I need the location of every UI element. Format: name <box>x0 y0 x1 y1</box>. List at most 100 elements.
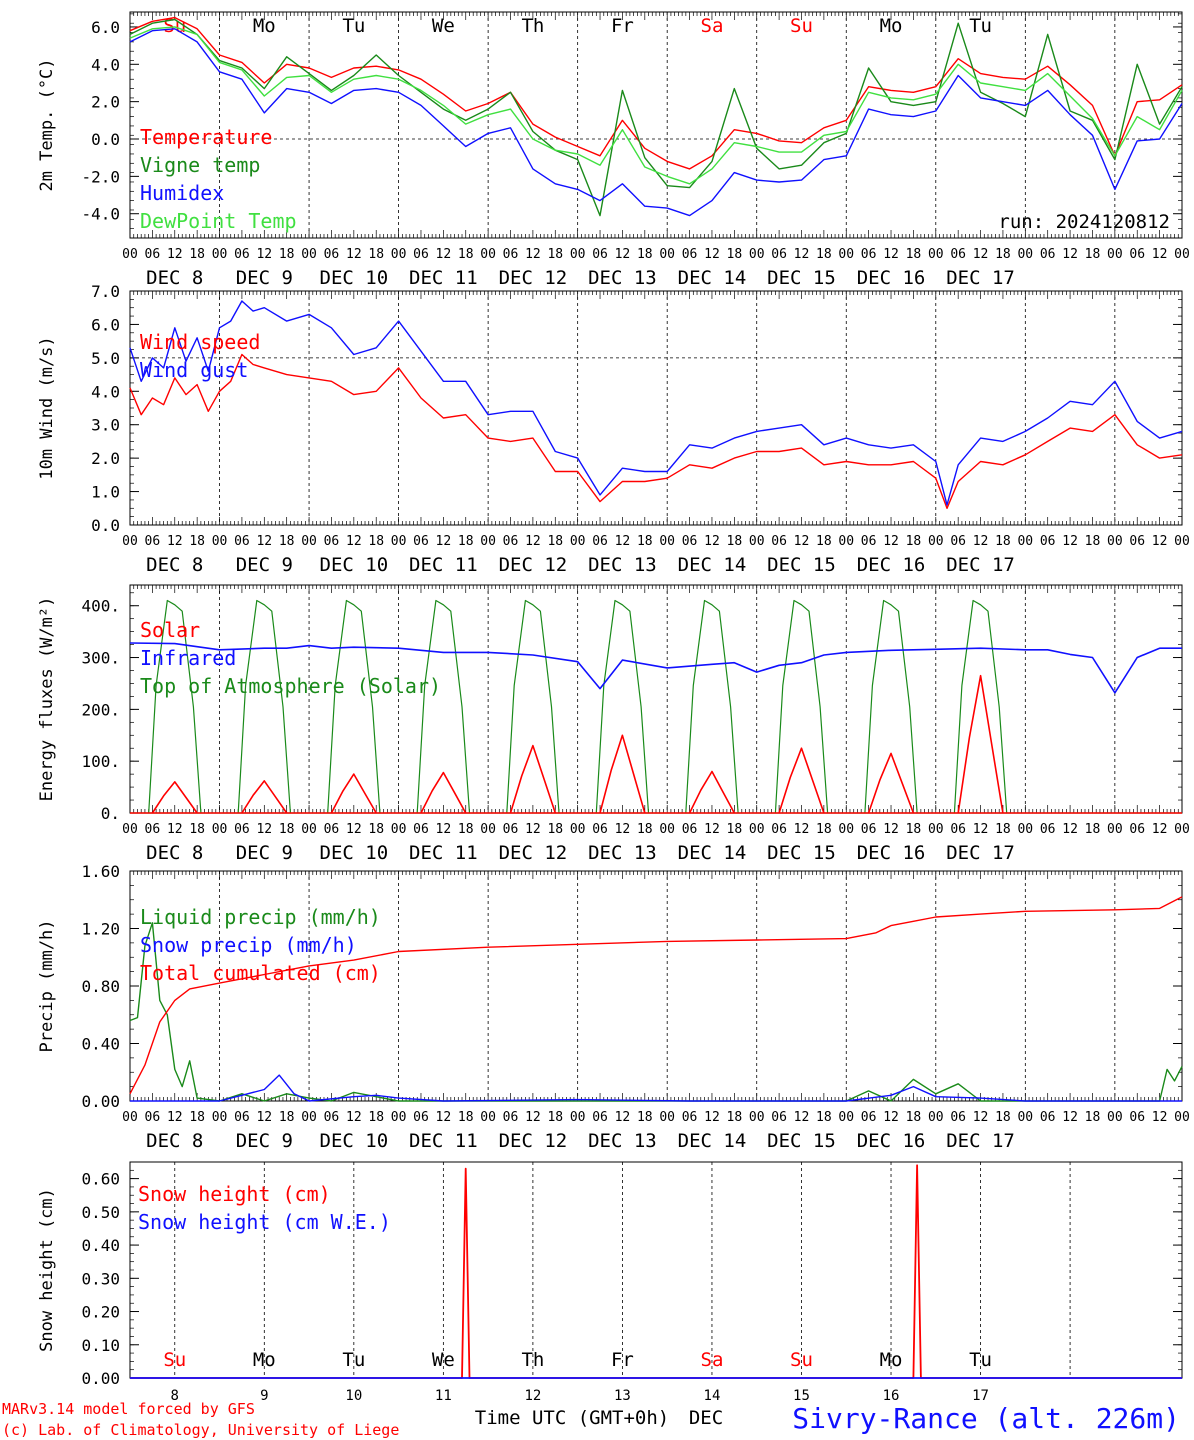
hour-label: 06 <box>145 1110 161 1125</box>
hour-label: 00 <box>212 534 228 549</box>
hour-label: 12 <box>436 534 452 549</box>
hour-label: 18 <box>906 534 922 549</box>
toa-solar-day <box>685 599 739 814</box>
hour-label: 00 <box>122 1110 138 1125</box>
panel-precip: 0.00 0.40 0.80 1.20 1.60 Precip (mm/h) 00 06 12 1… <box>37 862 1190 1152</box>
hour-label: 06 <box>861 534 877 549</box>
hour-label: 18 <box>458 247 474 262</box>
hour-label: 12 <box>256 822 272 837</box>
solar-day <box>688 770 736 814</box>
date-label: DEC 12 <box>499 842 568 864</box>
hour-label: 00 <box>570 1110 586 1125</box>
y-tick-label: 200. <box>81 700 120 719</box>
date-label: DEC 14 <box>678 267 747 289</box>
hour-label: 00 <box>1174 534 1190 549</box>
hour-label: 18 <box>458 534 474 549</box>
date-label: DEC 9 <box>236 267 293 289</box>
y-tick-label: 300. <box>81 649 120 668</box>
hour-label: 00 <box>749 1110 765 1125</box>
hour-label: 00 <box>1107 247 1123 262</box>
date-label: DEC 15 <box>767 267 836 289</box>
hour-label: 06 <box>771 534 787 549</box>
hour-label: 18 <box>816 822 832 837</box>
hour-label: 12 <box>346 1110 362 1125</box>
hour-label: 18 <box>637 247 653 262</box>
hour-label: 12 <box>167 247 183 262</box>
hour-label: 18 <box>547 534 563 549</box>
hour-label: 06 <box>950 822 966 837</box>
hour-label: 06 <box>682 534 698 549</box>
hour-label: 00 <box>122 247 138 262</box>
y-tick-label: 1.20 <box>81 920 120 939</box>
hour-label: 00 <box>301 1110 317 1125</box>
panel-snow: 0.00 0.10 0.20 0.30 0.40 0.50 0.60 Snow height … <box>37 1161 1183 1404</box>
weekday-label: Mo <box>253 1349 276 1371</box>
hour-label: 06 <box>1040 822 1056 837</box>
hour-label: 06 <box>234 534 250 549</box>
date-label: DEC 17 <box>946 267 1015 289</box>
hour-label: 18 <box>1085 1110 1101 1125</box>
hour-label: 00 <box>838 1110 854 1125</box>
panel-wind: 0.0 1.0 2.0 3.0 4.0 5.0 6.0 7.0 10m Wind (m/s) 00… <box>37 282 1190 576</box>
date-label: DEC 10 <box>320 554 389 576</box>
toa-solar-day <box>595 599 650 814</box>
hour-label: 12 <box>525 534 541 549</box>
day-number: 14 <box>704 1388 721 1404</box>
series-vigne-temp-line <box>129 18 1183 217</box>
y-tick-label: 0.40 <box>81 1035 120 1054</box>
hour-label: 00 <box>838 247 854 262</box>
weekday-label: Mo <box>880 1349 903 1371</box>
y-tick-label: 5.0 <box>91 349 120 368</box>
hour-label: 12 <box>436 822 452 837</box>
date-label: DEC 14 <box>678 1130 747 1152</box>
date-label: DEC 12 <box>499 267 568 289</box>
date-label: DEC 12 <box>499 1130 568 1152</box>
solar-day <box>957 674 1004 814</box>
legend-entry: Snow height (cm) <box>138 1182 331 1206</box>
date-label: DEC 8 <box>146 267 203 289</box>
legend-entry: Snow height (cm W.E.) <box>138 1210 391 1234</box>
station-name: Sivry-Rance (alt. 226m) <box>792 1402 1180 1435</box>
weekday-label: Sa <box>701 15 724 37</box>
hour-label: 12 <box>256 247 272 262</box>
date-label: DEC 10 <box>320 267 389 289</box>
solar-day <box>599 734 646 814</box>
hour-label: 18 <box>906 822 922 837</box>
y-tick-label: 2.0 <box>91 93 120 112</box>
y-tick-label: 0.30 <box>81 1269 120 1288</box>
weekday-label: Tu <box>969 15 992 37</box>
y-tick-label: 0.80 <box>81 977 120 996</box>
date-label: DEC 10 <box>320 1130 389 1152</box>
weekday-label: Tu <box>342 15 365 37</box>
series-dewpoint-temp-line <box>129 26 1183 185</box>
hour-label: 00 <box>928 534 944 549</box>
hour-label: 12 <box>794 534 810 549</box>
date-label: DEC 12 <box>499 554 568 576</box>
hour-label: 18 <box>279 247 295 262</box>
date-label: DEC 11 <box>409 1130 478 1152</box>
hour-label: 06 <box>1040 247 1056 262</box>
hour-label: 06 <box>1040 1110 1056 1125</box>
hour-label: 18 <box>368 534 384 549</box>
y-tick-label: 0.0 <box>91 516 120 535</box>
date-label: DEC 13 <box>588 267 657 289</box>
hour-label: 00 <box>301 822 317 837</box>
hour-label: 06 <box>592 247 608 262</box>
hour-label: 00 <box>301 247 317 262</box>
series-snow-precip-mm-h--line <box>130 1074 1182 1102</box>
hour-label: 06 <box>503 822 519 837</box>
hour-label: 06 <box>682 247 698 262</box>
model-credit: MARv3.14 model forced by GFS <box>2 1400 255 1418</box>
hour-label: 12 <box>973 247 989 262</box>
day-number: 17 <box>972 1388 989 1404</box>
legend-entry: Wind gust <box>140 358 248 382</box>
legend-entry: Top of Atmosphere (Solar) <box>140 674 441 698</box>
toa-solar-day <box>148 599 202 814</box>
hour-label: 12 <box>1062 1110 1078 1125</box>
date-label: DEC 11 <box>409 267 478 289</box>
day-number: 12 <box>524 1388 541 1404</box>
weekday-label: Su <box>790 15 813 37</box>
hour-label: 18 <box>279 534 295 549</box>
hour-label: 06 <box>413 822 429 837</box>
